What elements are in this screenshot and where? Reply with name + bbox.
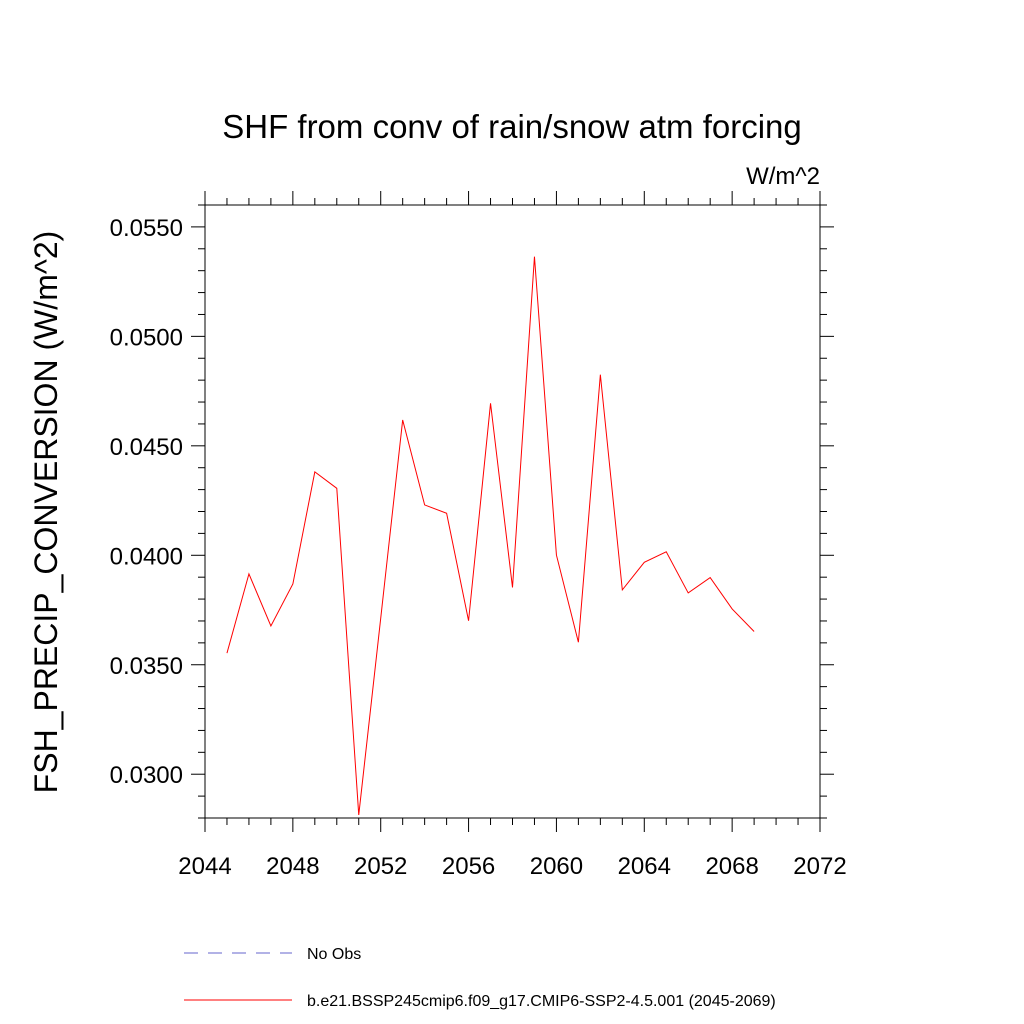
x-tick-label: 2048 (266, 853, 319, 880)
series-line (226, 256, 755, 815)
x-tick-label: 2064 (618, 853, 671, 880)
chart-title: SHF from conv of rain/snow atm forcing (222, 108, 802, 145)
y-tick-label: 0.0350 (110, 653, 183, 680)
y-axis-label: FSH_PRECIP_CONVERSION (W/m^2) (28, 231, 64, 794)
x-tick-label: 2060 (530, 853, 583, 880)
units-label: W/m^2 (746, 163, 820, 190)
x-axis: 2044 2048 2052 2056 2060 2064 2068 2072 (178, 191, 847, 880)
y-tick-label: 0.0300 (110, 762, 183, 789)
x-tick-label: 2052 (354, 853, 407, 880)
y-tick-label: 0.0400 (110, 543, 183, 570)
x-tick-label: 2056 (442, 853, 495, 880)
plot-frame (204, 204, 821, 819)
y-tick-label: 0.0550 (110, 215, 183, 242)
legend-label-model: b.e21.BSSP245cmip6.f09_g17.CMIP6-SSP2-4.… (307, 993, 776, 1010)
series-group (226, 256, 755, 815)
y-axis: 0.0300 0.0350 0.0400 0.0450 0.0500 0.0550 (110, 204, 834, 819)
y-tick-label: 0.0450 (110, 434, 183, 461)
x-tick-label: 2068 (705, 853, 758, 880)
x-tick-label: 2072 (793, 853, 846, 880)
x-tick-label: 2044 (178, 853, 231, 880)
y-tick-label: 0.0500 (110, 324, 183, 351)
legend-label-no-obs: No Obs (307, 946, 361, 963)
legend: No Obs b.e21.BSSP245cmip6.f09_g17.CMIP6-… (184, 946, 776, 1010)
